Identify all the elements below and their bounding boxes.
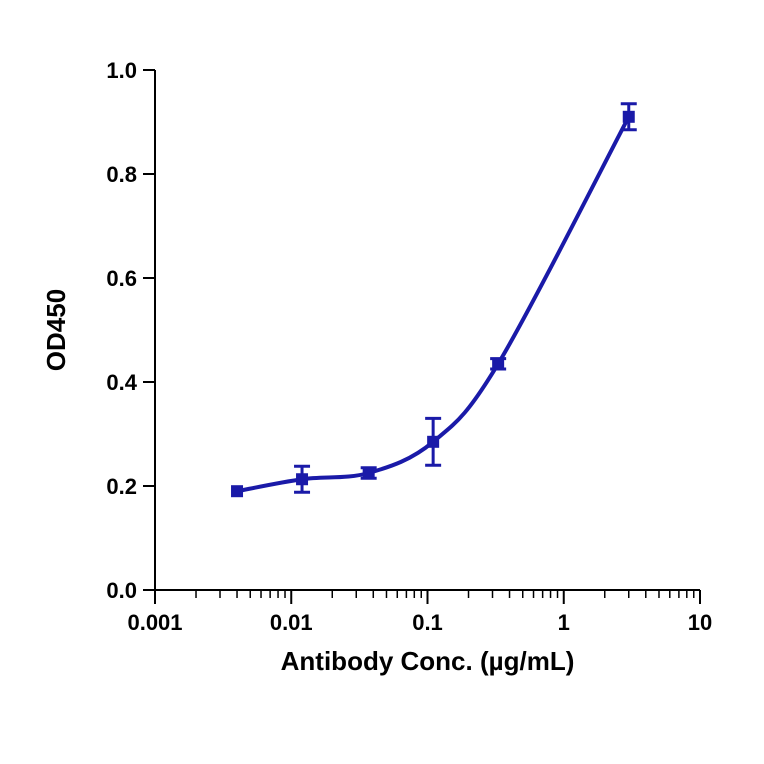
data-marker [427,436,439,448]
x-tick-label: 0.01 [270,610,313,635]
y-tick-label: 0.6 [106,266,137,291]
x-tick-label: 0.001 [127,610,182,635]
dose-response-chart: 0.0 0.2 0.4 0.6 0.8 1.0 0.001 0.01 0.1 1 10 OD450 An… [0,0,764,764]
data-marker [296,473,308,485]
y-axis-label: OD450 [41,289,71,371]
y-tick-label: 1.0 [106,58,137,83]
x-tick-label: 0.1 [412,610,443,635]
y-tick-label: 0.0 [106,578,137,603]
data-marker [623,111,635,123]
y-tick-label: 0.4 [106,370,137,395]
data-marker [492,358,504,370]
y-tick-label: 0.2 [106,474,137,499]
chart-svg: 0.0 0.2 0.4 0.6 0.8 1.0 0.001 0.01 0.1 1 10 OD450 An… [0,0,764,764]
x-axis-label: Antibody Conc. (µg/mL) [281,646,575,676]
x-tick-label: 1 [558,610,570,635]
data-marker [231,485,243,497]
x-tick-label: 10 [688,610,712,635]
y-tick-label: 0.8 [106,162,137,187]
data-marker [363,467,375,479]
